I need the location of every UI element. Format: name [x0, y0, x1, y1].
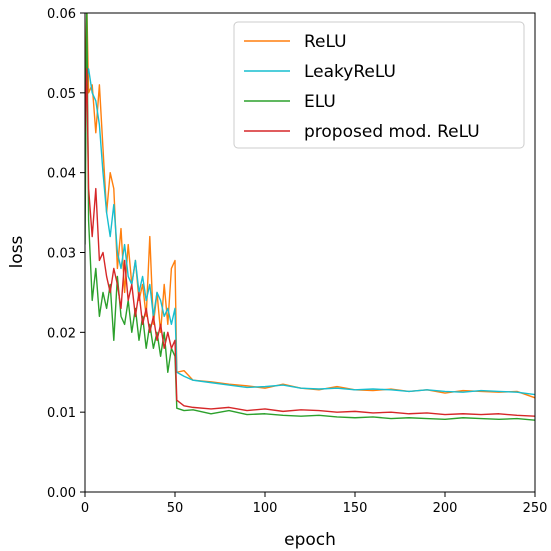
y-tick-label: 0.05	[47, 87, 76, 102]
y-tick-label: 0.01	[47, 406, 76, 421]
legend: ReLU LeakyReLU ELU proposed mod. ReLU	[233, 21, 525, 149]
legend-box	[233, 21, 525, 149]
x-axis-label: epoch	[284, 530, 336, 550]
legend-label-1: LeakyReLU	[304, 62, 396, 82]
series-line-0	[85, 13, 535, 399]
x-tick-label: 200	[433, 501, 458, 516]
legend-label-0: ReLU	[304, 32, 347, 52]
y-tick-label: 0.00	[47, 486, 76, 501]
x-tick-label: 150	[343, 501, 368, 516]
x-tick-label: 100	[253, 501, 278, 516]
x-tick-label: 250	[523, 501, 548, 516]
x-tick-label: 0	[81, 501, 89, 516]
series-layer	[85, 13, 535, 421]
x-tick-label: 50	[167, 501, 184, 516]
legend-label-3: proposed mod. ReLU	[304, 122, 480, 142]
y-axis-label: loss	[7, 235, 27, 268]
y-tick-label: 0.04	[47, 167, 76, 182]
series-line-2	[85, 13, 535, 421]
y-tick-label: 0.06	[47, 7, 76, 22]
series-line-1	[85, 68, 535, 396]
y-tick-label: 0.03	[47, 247, 76, 262]
legend-label-2: ELU	[304, 92, 336, 112]
y-axis: 0.00 0.01 0.02 0.03 0.04 0.05 0.06	[47, 7, 85, 501]
y-tick-label: 0.02	[47, 326, 76, 341]
series-line-3	[85, 68, 535, 417]
x-axis: 0 50 100 150 200 250	[81, 492, 548, 516]
